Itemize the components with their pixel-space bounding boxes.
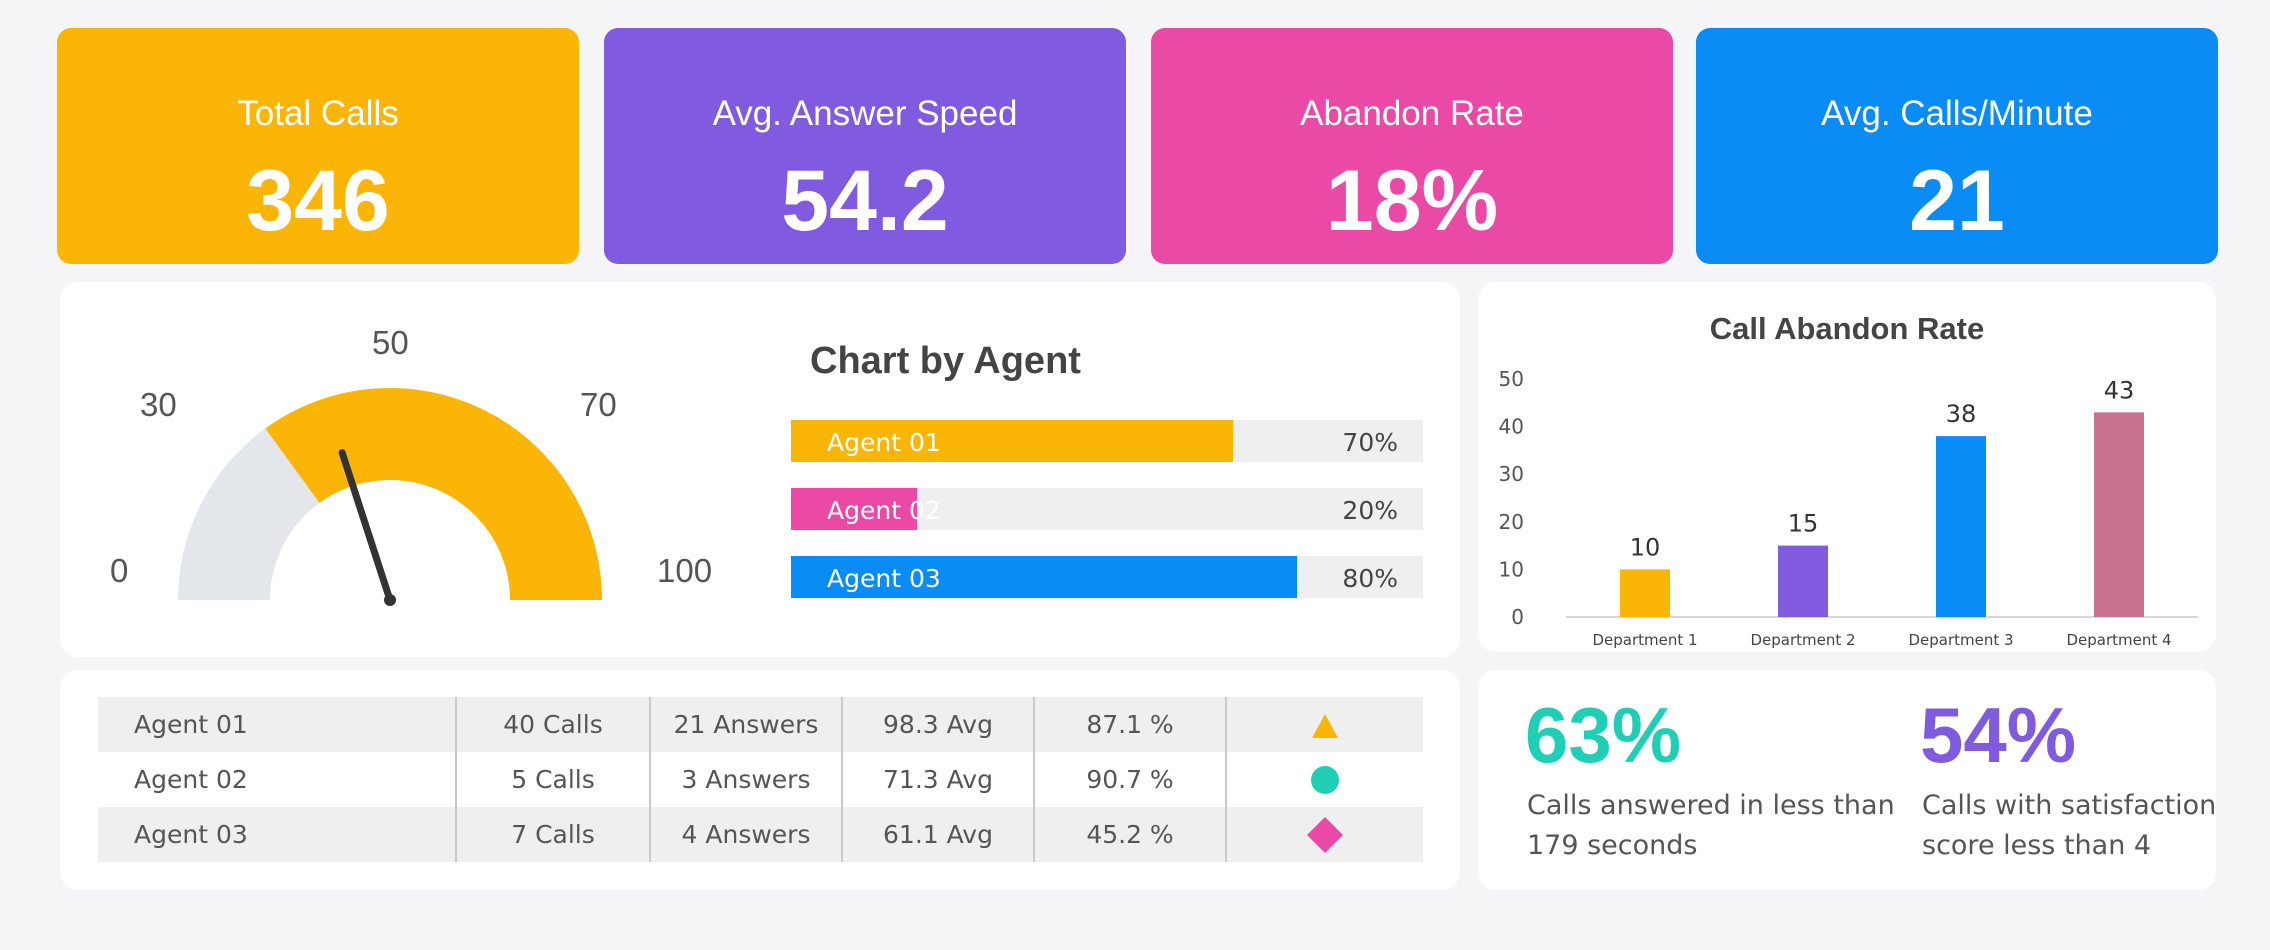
agent-bar-row: Agent 02 20%	[791, 488, 1423, 530]
agent-bar-row: Agent 01 70%	[791, 420, 1423, 462]
gauge	[178, 388, 602, 606]
agent-bar-name: Agent 03	[827, 564, 941, 593]
kpi-label: Abandon Rate	[1300, 94, 1524, 133]
diamond-icon	[1307, 816, 1343, 853]
triangle-icon	[1312, 713, 1338, 738]
agent-table: Agent 01 40 Calls 21 Answers 98.3 Avg 87…	[98, 697, 1423, 862]
bar-value-label: 43	[2104, 376, 2135, 404]
agent-bar-name: Agent 02	[827, 496, 941, 525]
table-row: Agent 01 40 Calls 21 Answers 98.3 Avg 87…	[98, 697, 1423, 752]
bar	[1778, 545, 1828, 617]
table-cell-answers: 4 Answers	[649, 807, 842, 862]
stat-text-line: score less than 4	[1922, 830, 2152, 861]
y-tick-label: 30	[1499, 462, 1524, 486]
table-cell-agent: Agent 02	[134, 765, 248, 794]
agent-bar-pct: 20%	[1342, 496, 1398, 525]
kpi-avg-calls-minute: Avg. Calls/Minute 21	[1696, 28, 2218, 264]
table-cell-marker	[1225, 807, 1423, 862]
table-cell-pct: 45.2 %	[1033, 807, 1226, 862]
gauge-label-min: 0	[110, 552, 129, 589]
stat-text-satisfaction: Calls with satisfaction score less than …	[1922, 786, 2216, 866]
table-cell-avg: 71.3 Avg	[841, 752, 1034, 807]
table-cell-marker	[1225, 697, 1423, 752]
kpi-total-calls: Total Calls 346	[57, 28, 579, 264]
y-tick-label: 0	[1511, 605, 1524, 629]
stat-value-satisfaction: 54%	[1920, 691, 2077, 779]
abandon-rate-chart: Call Abandon Rate 0 10 20 30 40 50 10 Department…	[1499, 311, 2198, 649]
kpi-label: Avg. Answer Speed	[712, 94, 1018, 133]
kpi-value: 21	[1909, 153, 2005, 249]
table-cell-agent: Agent 03	[98, 807, 456, 862]
circle-icon	[1311, 766, 1339, 794]
table-row: Agent 03 7 Calls 4 Answers 61.1 Avg 45.2…	[98, 807, 1423, 862]
stat-text-line: Calls answered in less than	[1527, 790, 1895, 821]
table-row: Agent 02 5 Calls 3 Answers 71.3 Avg 90.7…	[98, 752, 1423, 807]
kpi-label: Total Calls	[237, 94, 399, 133]
stats-panel	[1478, 670, 2216, 890]
table-cell-calls: 7 Calls	[455, 807, 650, 862]
y-tick-label: 10	[1499, 557, 1524, 581]
table-cell-pct: 90.7 %	[1033, 752, 1226, 807]
table-cell-avg: 61.1 Avg	[841, 807, 1034, 862]
table-cell-calls: 5 Calls	[455, 752, 650, 807]
table-cell-pct: 87.1 %	[1033, 697, 1226, 752]
table-cell-calls: 40 Calls	[455, 697, 650, 752]
x-tick-label: Department 4	[2066, 631, 2171, 649]
abandon-chart-panel	[1478, 282, 2216, 652]
table-cell-avg: 98.3 Avg	[841, 697, 1034, 752]
gauge-needle-hub	[384, 594, 396, 606]
gauge-fill	[265, 388, 602, 600]
kpi-value: 18%	[1325, 153, 1499, 249]
kpi-value: 346	[246, 153, 390, 249]
x-tick-label: Department 1	[1592, 631, 1697, 649]
bar	[1936, 436, 1986, 617]
agent-bar-fill	[791, 556, 1297, 598]
agent-bar-fill	[791, 420, 1234, 462]
x-tick-label: Department 2	[1750, 631, 1855, 649]
table-cell-answers: 3 Answers	[649, 752, 842, 807]
bar-value-label: 38	[1946, 400, 1977, 428]
stat-text-answered: Calls answered in less than 179 seconds	[1527, 786, 1895, 866]
stat-value-answered: 63%	[1525, 691, 1682, 779]
agent-bar-name: Agent 01	[827, 428, 941, 457]
gauge-label-70: 70	[580, 386, 617, 423]
bar-value-label: 15	[1788, 510, 1819, 538]
agent-chart-title: Chart by Agent	[810, 340, 1081, 382]
gauge-needle	[338, 449, 394, 604]
stat-text-line: 179 seconds	[1527, 830, 1698, 861]
bar-value-label: 10	[1630, 533, 1661, 561]
agent-bar-row: Agent 03 80%	[791, 556, 1423, 598]
kpi-abandon-rate: Abandon Rate 18%	[1151, 28, 1673, 264]
kpi-label: Avg. Calls/Minute	[1821, 94, 2093, 133]
kpi-avg-answer-speed: Avg. Answer Speed 54.2	[604, 28, 1126, 264]
bar	[1620, 569, 1670, 617]
agent-bar-pct: 80%	[1342, 564, 1398, 593]
table-cell-answers: 21 Answers	[649, 697, 842, 752]
x-tick-label: Department 3	[1908, 631, 2013, 649]
gauge-label-max: 100	[657, 552, 713, 589]
agent-bar-pct: 70%	[1342, 428, 1398, 457]
chart-title: Call Abandon Rate	[1710, 311, 1984, 346]
agent-bar-fill	[791, 488, 918, 530]
table-cell-marker	[1225, 752, 1423, 807]
table-cell-agent: Agent 01	[98, 697, 456, 752]
kpi-value: 54.2	[781, 153, 949, 249]
bar	[2094, 412, 2144, 617]
y-tick-label: 20	[1499, 510, 1524, 534]
y-tick-label: 50	[1499, 367, 1524, 391]
stat-text-line: Calls with satisfaction	[1922, 790, 2217, 821]
gauge-label-30: 30	[140, 386, 177, 423]
y-tick-label: 40	[1499, 415, 1524, 439]
gauge-label-50: 50	[372, 324, 409, 361]
